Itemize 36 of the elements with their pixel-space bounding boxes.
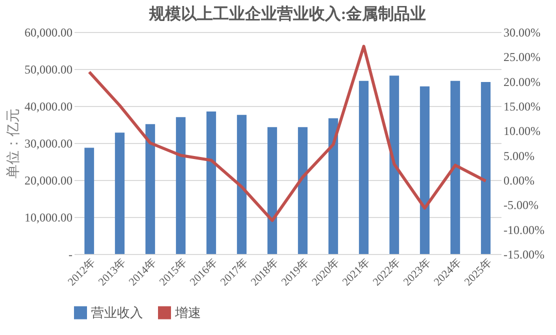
bar [114,132,125,254]
y-tick-label: 10,000.00 [24,210,72,224]
legend-label: 营业收入 [91,304,143,320]
y2-tick-label: 20.00% [504,74,540,89]
y2-tick-label: -5.00% [504,198,538,212]
bar [298,127,308,254]
legend-label: 增速 [174,304,201,320]
y-tick-label: - [68,248,72,262]
y2-tick-label: -15.00% [504,248,544,262]
y-axis-title: 单位：亿元 [6,108,22,178]
bar [328,118,338,254]
chart-title: 规模以上工业企业营业收入:金属制品业 [148,5,426,23]
y-tick-label: 60,000.00 [24,26,72,40]
bar [420,86,430,254]
y2-tick-label: 30.00% [504,26,540,40]
bar [389,76,400,254]
y2-tick-label: 0.00% [504,174,534,188]
y-tick-label: 40,000.00 [24,100,72,114]
bar [450,80,460,254]
bar [176,117,186,254]
y2-tick-label: -10.00% [504,222,544,237]
line-series [88,44,488,222]
bar [358,80,369,254]
y2-tick-label: 25.00% [504,50,540,64]
bar [145,124,156,254]
y-tick-label: 20,000.00 [24,174,72,188]
bar [206,112,216,254]
y2-tick-label: 10.00% [504,124,540,138]
bar [236,114,247,254]
y-tick-label: 30,000.00 [24,136,72,150]
y2-tick-label: 5.00% [504,148,534,163]
bar [84,148,94,254]
y2-tick-label: 15.00% [504,100,540,114]
y-tick-label: 50,000.00 [24,62,72,76]
bar [480,82,491,254]
bar [267,127,278,254]
